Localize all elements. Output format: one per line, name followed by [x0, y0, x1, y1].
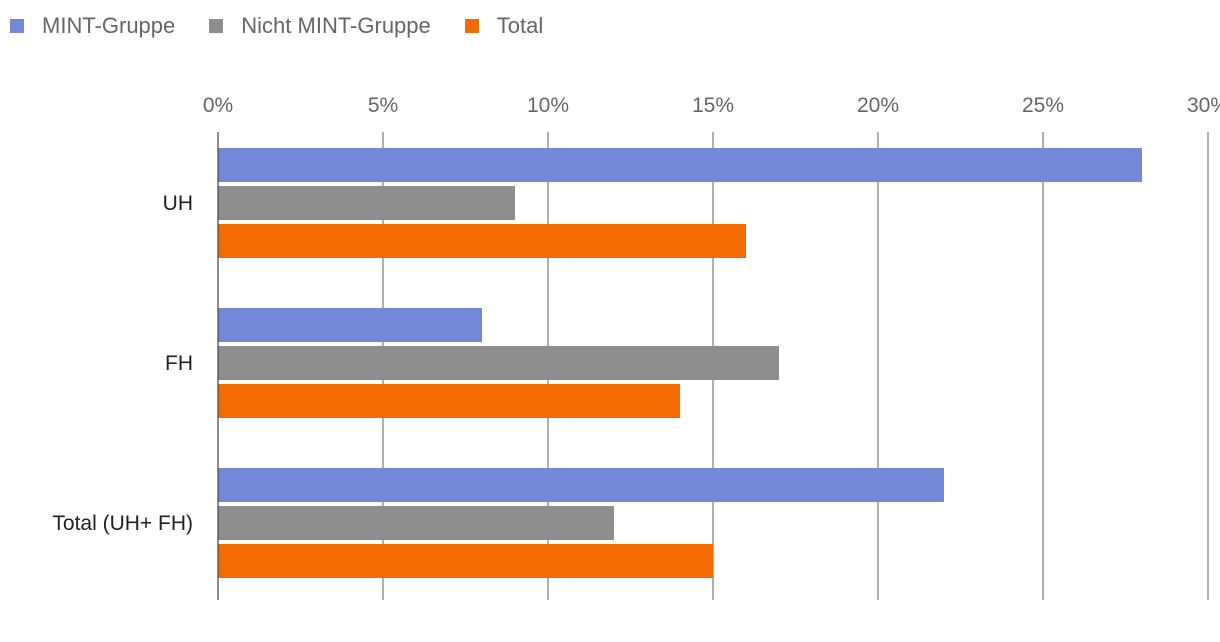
x-axis-tick-labels: 0% 5% 10% 15% 20% 25% 30% — [203, 94, 1220, 117]
legend-swatch-mint — [10, 19, 24, 33]
x-tick-label: 0% — [203, 94, 233, 117]
legend-label-nicht-mint: Nicht MINT-Gruppe — [241, 13, 431, 38]
legend-label-total: Total — [496, 13, 544, 38]
x-tick-label: 30% — [1187, 94, 1220, 117]
bar-total-2[interactable] — [218, 544, 713, 578]
bar-mint-gruppe-0[interactable] — [218, 148, 1142, 182]
x-tick-label: 5% — [368, 94, 398, 117]
x-tick-label: 15% — [692, 94, 734, 117]
legend-label-mint: MINT-Gruppe — [42, 13, 176, 38]
category-label: Total (UH+ FH) — [52, 512, 193, 535]
bar-nicht-mint-gruppe-0[interactable] — [218, 186, 515, 220]
bar-total-1[interactable] — [218, 384, 680, 418]
chart-legend: MINT-Gruppe Nicht MINT-Gruppe Total — [10, 10, 577, 42]
bar-nicht-mint-gruppe-1[interactable] — [218, 346, 779, 380]
legend-swatch-nicht-mint — [209, 19, 224, 33]
bar-mint-gruppe-2[interactable] — [218, 468, 944, 502]
x-tick-label: 20% — [857, 94, 899, 117]
category-label: UH — [163, 192, 193, 215]
bar-nicht-mint-gruppe-2[interactable] — [218, 506, 614, 540]
legend-swatch-total — [464, 19, 479, 33]
x-tick-label: 25% — [1022, 94, 1064, 117]
legend-item-nicht-mint[interactable]: Nicht MINT-Gruppe — [209, 13, 431, 39]
legend-item-mint[interactable]: MINT-Gruppe — [10, 13, 175, 39]
legend-item-total[interactable]: Total — [464, 13, 544, 39]
bar-mint-gruppe-1[interactable] — [218, 308, 482, 342]
bar-marks — [217, 132, 1142, 600]
category-label: FH — [165, 352, 193, 375]
bar-total-0[interactable] — [218, 224, 746, 258]
category-labels: UH FH Total (UH+ FH) — [52, 192, 193, 535]
x-tick-label: 10% — [527, 94, 569, 117]
